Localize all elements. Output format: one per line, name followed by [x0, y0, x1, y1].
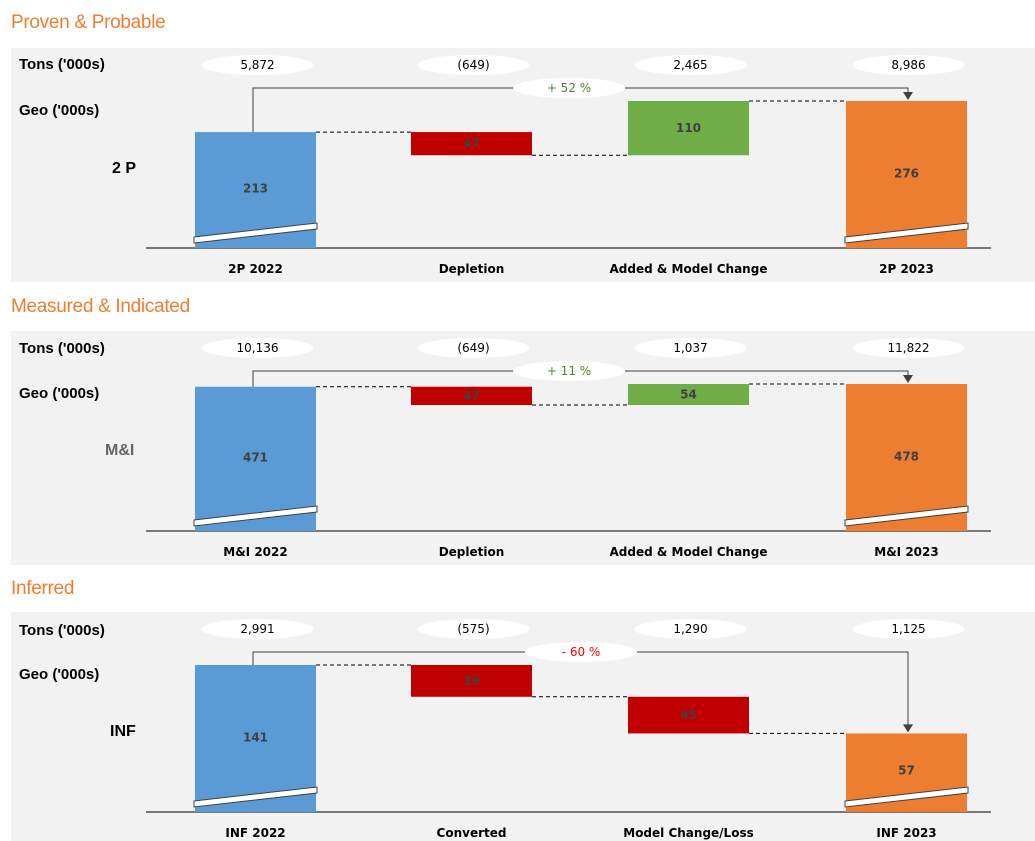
side-label-inf: INF: [110, 723, 136, 740]
category-label: INF 2023: [876, 826, 936, 840]
change-oval: [513, 361, 625, 381]
side-label-mi: M&I: [105, 442, 135, 459]
tons-row-label: Tons ('000s): [19, 56, 105, 73]
bar-model-change-loss: [628, 696, 749, 734]
tons-row-label: Tons ('000s): [19, 622, 105, 639]
tons-oval: [634, 619, 747, 639]
axis-break-mark: [844, 222, 969, 244]
waterfall-chart-inferred: 141 INF 2022 2,991 39 Converted (575) 45 Model …: [146, 619, 991, 840]
change-oval: [525, 642, 637, 662]
tons-oval: [634, 338, 747, 358]
bar-value-label: 110: [676, 121, 701, 135]
tons-value: 5,872: [240, 58, 274, 72]
category-label: Converted: [437, 826, 507, 840]
tons-value: 1,290: [673, 622, 707, 636]
tons-value: 2,991: [240, 622, 274, 636]
tons-oval: [852, 55, 965, 75]
bar-inf-2022: [195, 665, 316, 812]
category-label: Added & Model Change: [610, 262, 768, 276]
bar-depletion: [411, 132, 532, 156]
axis-break-mark: [193, 222, 318, 244]
bar-value-label: 47: [463, 137, 480, 151]
bar-added-model-change: [628, 101, 749, 156]
change-percent-label: - 60 %: [562, 645, 601, 659]
bar-value-label: 213: [243, 181, 268, 195]
tons-value: 1,125: [891, 622, 925, 636]
bar-2p-2023: [846, 101, 967, 248]
geo-row-label: Geo ('000s): [19, 666, 100, 683]
tons-row-label: Tons ('000s): [19, 340, 105, 357]
chart-panel-measured-indicated: 471 M&I 2022 10,136 47 Depletion (649) 54 Added…: [11, 331, 1035, 565]
category-label: Added & Model Change: [610, 545, 768, 559]
category-label: 2P 2022: [228, 262, 283, 276]
tons-oval: [201, 338, 314, 358]
axis-break-mark: [193, 786, 318, 808]
tons-oval: [201, 55, 314, 75]
bar-value-label: 141: [243, 730, 268, 744]
change-arrow-icon: [903, 724, 913, 733]
tons-value: 10,136: [237, 341, 279, 355]
tons-oval: [201, 619, 314, 639]
tons-value: 1,037: [673, 341, 707, 355]
change-bracket: [252, 651, 909, 726]
side-label-2p: 2 P: [112, 160, 137, 177]
tons-value: (649): [457, 58, 489, 72]
bar-value-label: 54: [680, 388, 697, 402]
waterfall-chart-measured-indicated: 471 M&I 2022 10,136 47 Depletion (649) 54 Added…: [146, 338, 991, 559]
bar-value-label: 57: [898, 763, 915, 777]
chart-panel-inferred: 141 INF 2022 2,991 39 Converted (575) 45 Model …: [11, 612, 1035, 841]
change-arrow-icon: [903, 375, 913, 383]
tons-value: 11,822: [888, 341, 930, 355]
bar-value-label: 45: [680, 708, 697, 722]
bar-value-label: 478: [894, 449, 919, 463]
category-label: INF 2022: [225, 826, 285, 840]
geo-row-label: Geo ('000s): [19, 385, 100, 402]
category-label: 2P 2023: [879, 262, 934, 276]
waterfall-chart-proven-probable: 213 2P 2022 5,872 47 Depletion (649) 110 Added …: [146, 55, 991, 276]
bar-value-label: 47: [463, 389, 480, 403]
bar-depletion: [411, 386, 532, 406]
tons-oval: [417, 619, 530, 639]
axis-break-mark: [844, 786, 969, 808]
tons-value: (649): [457, 341, 489, 355]
tons-oval: [634, 55, 747, 75]
axis-break-mark: [844, 505, 969, 527]
tons-value: 2,465: [673, 58, 707, 72]
tons-value: 8,986: [891, 58, 925, 72]
category-label: Depletion: [439, 262, 505, 276]
section-title-proven-probable: Proven & Probable: [11, 12, 166, 33]
change-arrow-icon: [903, 92, 913, 100]
bar-converted: [411, 665, 532, 697]
bar-value-label: 471: [243, 451, 268, 465]
category-label: Depletion: [439, 545, 505, 559]
tons-value: (575): [457, 622, 489, 636]
tons-oval: [417, 55, 530, 75]
change-percent-label: + 11 %: [547, 364, 591, 378]
chart-panel-proven-probable: 213 2P 2022 5,872 47 Depletion (649) 110 Added …: [11, 48, 1035, 282]
bar-value-label: 39: [463, 674, 480, 688]
change-percent-label: + 52 %: [547, 81, 591, 95]
bar-m-i-2022: [195, 386, 316, 531]
section-title-measured-indicated: Measured & Indicated: [11, 296, 190, 317]
tons-oval: [417, 338, 530, 358]
section-title-inferred: Inferred: [11, 578, 75, 599]
category-label: Model Change/Loss: [623, 826, 753, 840]
category-label: M&I 2023: [874, 545, 938, 559]
bar-m-i-2023: [846, 384, 967, 531]
change-oval: [513, 78, 625, 98]
bar-added-model-change: [628, 384, 749, 406]
tons-oval: [852, 619, 965, 639]
category-label: M&I 2022: [223, 545, 287, 559]
axis-break-mark: [193, 505, 318, 527]
tons-oval: [852, 338, 965, 358]
geo-row-label: Geo ('000s): [19, 102, 100, 119]
bar-value-label: 276: [894, 166, 919, 180]
